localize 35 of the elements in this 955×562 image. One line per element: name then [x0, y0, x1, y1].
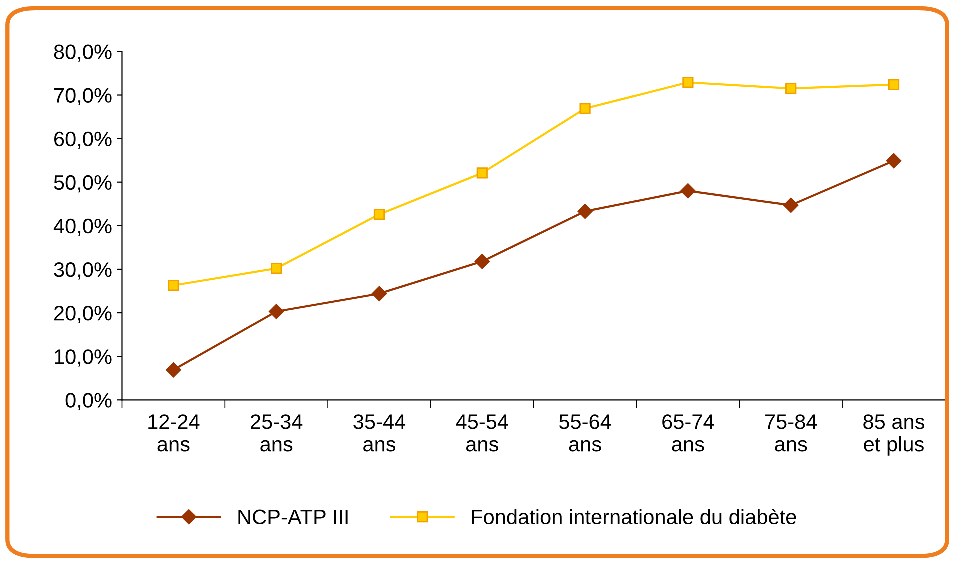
point — [374, 209, 386, 220]
y-tick-label: 30,0% — [54, 262, 112, 280]
point — [580, 103, 591, 114]
point — [476, 168, 488, 179]
point — [680, 184, 696, 199]
y-tick-label: 50,0% — [54, 175, 112, 193]
x-tick-label: 85 ans et plus — [864, 414, 925, 456]
y-tick-label: 40,0% — [54, 218, 112, 236]
point — [474, 254, 490, 270]
point — [166, 362, 182, 378]
y-tick-label: 80,0% — [54, 44, 112, 62]
point — [886, 153, 902, 169]
point — [578, 204, 593, 220]
x-tick-label: 55-64 ans — [559, 414, 612, 452]
point — [168, 280, 180, 292]
legend-label: NCP-ATP III — [238, 510, 348, 525]
point — [784, 198, 799, 214]
y-tick-label: 20,0% — [54, 306, 112, 324]
point — [372, 286, 388, 302]
point — [269, 304, 284, 320]
point — [786, 83, 797, 94]
legend-label: Fondation internationale du diabète — [472, 509, 796, 525]
y-tick-label: 10,0% — [55, 350, 112, 367]
point — [888, 79, 900, 90]
x-tick-label: 35-44 ans — [354, 414, 406, 452]
x-tick-label: 65-74 ans — [662, 414, 714, 452]
x-tick-label: 45-54 ans — [456, 414, 508, 452]
point — [682, 77, 694, 88]
y-tick-label: 0,0% — [66, 393, 112, 410]
y-tick-label: 70,0% — [54, 88, 112, 106]
x-tick-label: 12-24 ans — [148, 414, 200, 452]
y-tick-label: 60,0% — [54, 132, 112, 150]
x-tick-label: 25-34 ans — [251, 414, 303, 452]
x-tick-label: 75-84 ans — [766, 414, 818, 452]
point — [271, 263, 282, 274]
